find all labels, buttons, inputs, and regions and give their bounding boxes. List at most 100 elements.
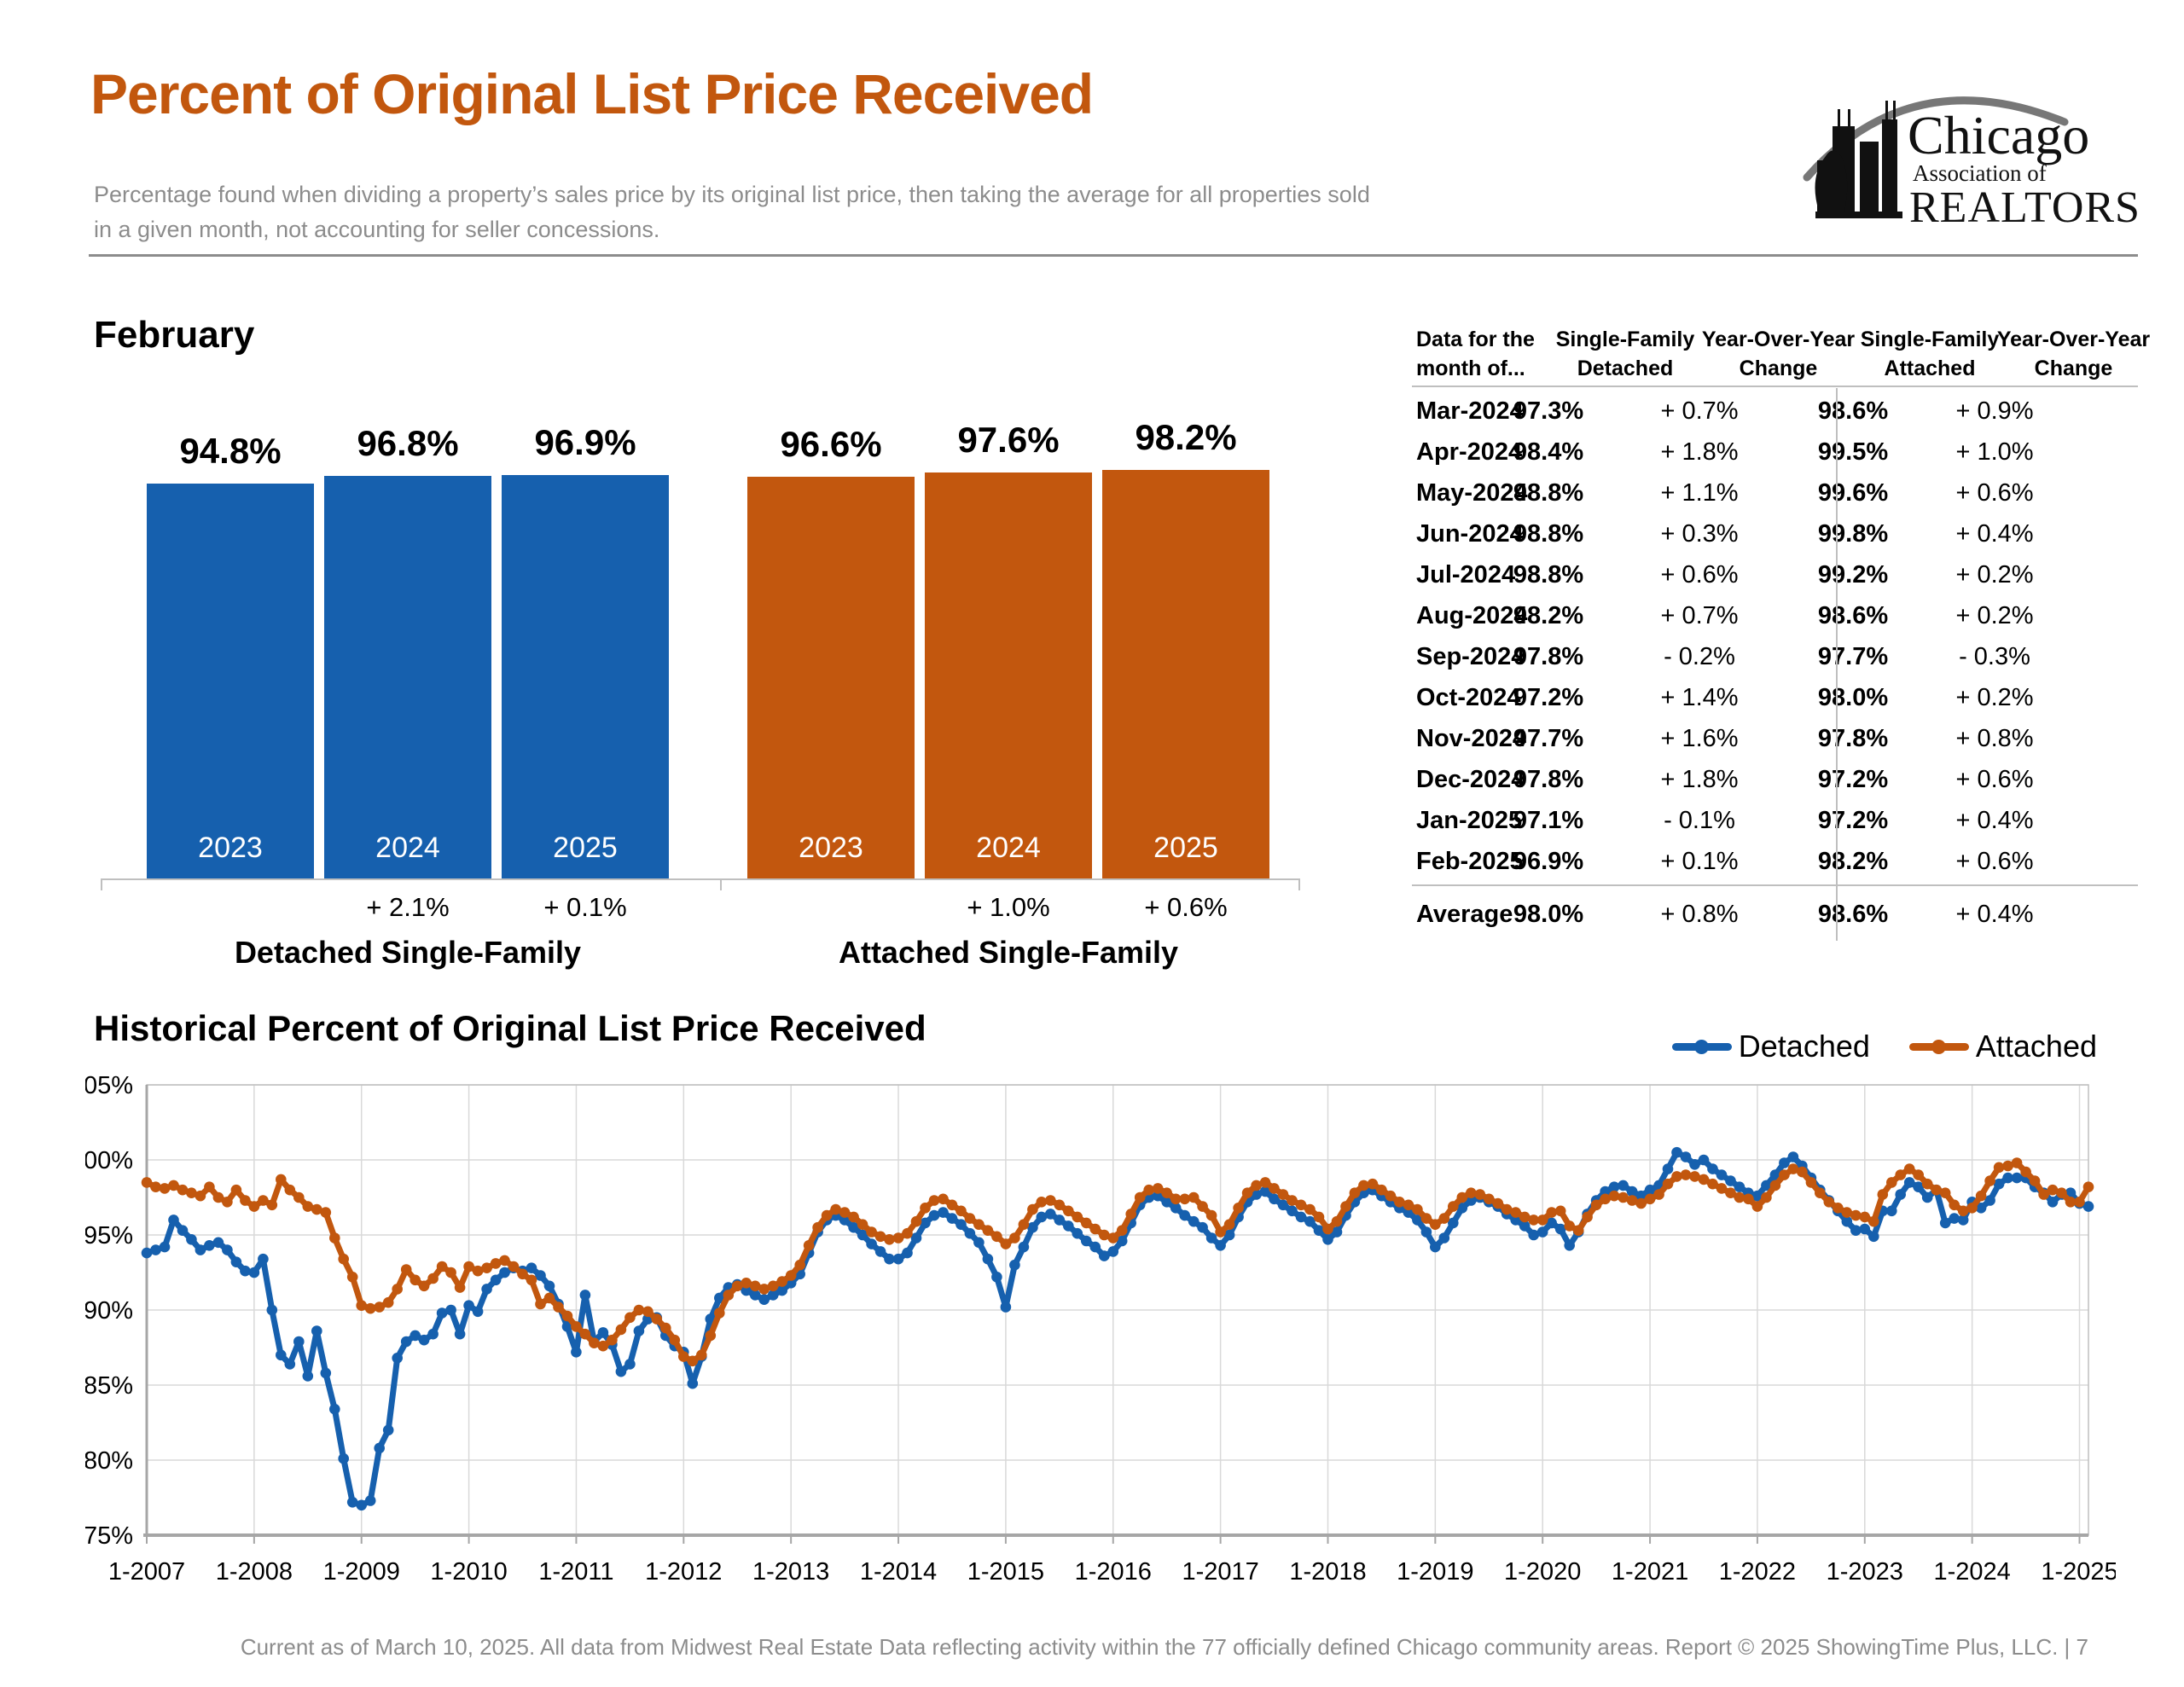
- table-average-label: Average: [1416, 901, 1513, 928]
- svg-text:1-2018: 1-2018: [1289, 1558, 1366, 1586]
- bar-attached-2023: 96.6% 2023: [747, 424, 915, 878]
- table-average-attached: 98.6%: [1817, 901, 1889, 928]
- svg-text:1-2015: 1-2015: [967, 1558, 1044, 1586]
- svg-text:1-2011: 1-2011: [538, 1558, 613, 1586]
- bar-fill: [747, 477, 915, 878]
- table-cell-det-change: + 0.7%: [1660, 397, 1739, 425]
- table-row-month: May-2024: [1416, 479, 1528, 507]
- page-title: Percent of Original List Price Received: [90, 62, 1094, 125]
- table-cell-attached: 97.7%: [1817, 643, 1889, 670]
- table-cell-det-change: + 1.8%: [1660, 438, 1739, 466]
- table-cell-detached: 97.7%: [1513, 725, 1584, 752]
- svg-text:1-2009: 1-2009: [323, 1558, 400, 1586]
- table-row-month: Apr-2024: [1416, 438, 1523, 466]
- table-row-month: Sep-2024: [1416, 643, 1525, 670]
- table-cell-det-change: + 1.6%: [1660, 725, 1739, 752]
- svg-text:1-2021: 1-2021: [1612, 1558, 1688, 1586]
- svg-text:85%: 85%: [85, 1372, 133, 1400]
- table-cell-att-change: + 0.9%: [1955, 397, 2034, 425]
- table-header-col3: Year-Over-Year Change: [1701, 328, 1856, 380]
- bar-fill: [147, 484, 314, 878]
- table-header-col2: Single-Family Detached: [1555, 328, 1695, 380]
- table-row-month: Aug-2024: [1416, 602, 1528, 629]
- table-row-month: Nov-2024: [1416, 725, 1526, 752]
- svg-text:105%: 105%: [85, 1072, 133, 1099]
- bar-fill: [1102, 470, 1269, 878]
- table-cell-det-change: + 0.3%: [1660, 520, 1739, 548]
- table-header-rule: [1412, 386, 2138, 387]
- legend-item-detached: Detached: [1671, 1029, 1870, 1064]
- svg-text:1-2019: 1-2019: [1397, 1558, 1473, 1586]
- svg-text:1-2020: 1-2020: [1504, 1558, 1581, 1586]
- bar-group-label: Attached Single-Family: [838, 935, 1179, 970]
- bar-year-label: 2023: [198, 832, 263, 864]
- table-header-col1: Data for the month of...: [1416, 328, 1535, 380]
- table-cell-att-change: + 0.6%: [1955, 479, 2034, 507]
- baseline-tick: [720, 878, 722, 890]
- historical-line-chart: 105% 100% 95% 90% 85% 80% 75% 1-2007 1-2008 1-200…: [85, 1072, 2116, 1586]
- month-heading: February: [94, 314, 255, 356]
- svg-text:1-2013: 1-2013: [752, 1558, 829, 1586]
- attached-line-icon: [1908, 1039, 1969, 1054]
- chicago-realtors-logo: Chicago Association of REALTORS®: [1800, 75, 2174, 246]
- table-cell-attached: 98.0%: [1817, 684, 1889, 711]
- table-row-month: Jan-2025: [1416, 807, 1523, 834]
- bar-value-label: 97.6%: [957, 420, 1060, 460]
- bar-year-label: 2025: [1153, 832, 1218, 864]
- table-cell-det-change: + 1.1%: [1660, 479, 1739, 507]
- table-cell-det-change: + 0.1%: [1660, 848, 1739, 875]
- bar-value-label: 96.6%: [780, 424, 882, 464]
- historical-chart-title: Historical Percent of Original List Pric…: [94, 1008, 926, 1048]
- table-row-month: Mar-2024: [1416, 397, 1524, 425]
- table-cell-attached: 98.2%: [1817, 848, 1889, 875]
- table-cell-det-change: + 1.8%: [1660, 766, 1739, 793]
- svg-text:1-2010: 1-2010: [430, 1558, 507, 1586]
- svg-text:100%: 100%: [85, 1147, 133, 1174]
- table-cell-att-change: + 0.8%: [1955, 725, 2034, 752]
- table-header-col5: Year-Over-Year Change: [1996, 328, 2151, 380]
- svg-text:1-2016: 1-2016: [1075, 1558, 1152, 1586]
- page-subtitle: Percentage found when dividing a propert…: [94, 182, 1370, 242]
- table-cell-att-change: + 0.2%: [1955, 602, 2034, 629]
- table-cell-att-change: + 0.4%: [1955, 807, 2034, 834]
- table-cell-detached: 97.3%: [1513, 397, 1584, 425]
- table-cell-detached: 98.4%: [1513, 438, 1584, 466]
- table-row-month: Dec-2024: [1416, 766, 1525, 793]
- bar-detached-2023: 94.8% 2023: [147, 431, 314, 878]
- bar-fill: [925, 472, 1092, 878]
- table-column-divider: [1836, 388, 1838, 941]
- table-cell-attached: 99.6%: [1817, 479, 1889, 507]
- bar-yoy-change: + 0.6%: [1144, 892, 1228, 922]
- table-average-rule: [1412, 884, 2138, 886]
- table-cell-det-change: + 1.4%: [1660, 684, 1739, 711]
- svg-text:1-2024: 1-2024: [1933, 1558, 2010, 1586]
- table-cell-att-change: + 1.0%: [1955, 438, 2034, 466]
- bar-yoy-change: + 0.1%: [543, 892, 627, 922]
- table-row-month: Feb-2025: [1416, 848, 1524, 875]
- bar-value-label: 96.9%: [534, 422, 636, 462]
- baseline-tick: [1298, 878, 1300, 890]
- logo-org-text: REALTORS®: [1909, 183, 2141, 232]
- table-cell-det-change: + 0.6%: [1660, 561, 1739, 588]
- svg-text:1-2007: 1-2007: [108, 1558, 185, 1586]
- table-cell-attached: 99.8%: [1817, 520, 1889, 548]
- svg-text:95%: 95%: [85, 1222, 133, 1249]
- svg-text:1-2014: 1-2014: [860, 1558, 937, 1586]
- table-cell-det-change: + 0.7%: [1660, 602, 1739, 629]
- svg-text:1-2022: 1-2022: [1719, 1558, 1796, 1586]
- table-cell-att-change: + 0.6%: [1955, 848, 2034, 875]
- chart-legend: Detached Attached: [1671, 1029, 2097, 1064]
- logo-city-text: Chicago: [1908, 105, 2089, 165]
- svg-text:1-2008: 1-2008: [216, 1558, 293, 1586]
- table-header-col4: Single-Family Attached: [1860, 328, 2000, 380]
- bar-yoy-change: + 1.0%: [967, 892, 1050, 922]
- table-row-month: Oct-2024: [1416, 684, 1521, 711]
- logo-association-text: Association of: [1913, 160, 2047, 186]
- bar-attached-2025: 98.2% 2025: [1102, 417, 1269, 878]
- table-cell-detached: 98.2%: [1513, 602, 1584, 629]
- bar-group-label: Detached Single-Family: [234, 935, 582, 970]
- bar-yoy-change: + 2.1%: [366, 892, 450, 922]
- svg-text:1-2017: 1-2017: [1182, 1558, 1258, 1586]
- table-cell-att-change: + 0.2%: [1955, 561, 2034, 588]
- table-cell-attached: 97.8%: [1817, 725, 1889, 752]
